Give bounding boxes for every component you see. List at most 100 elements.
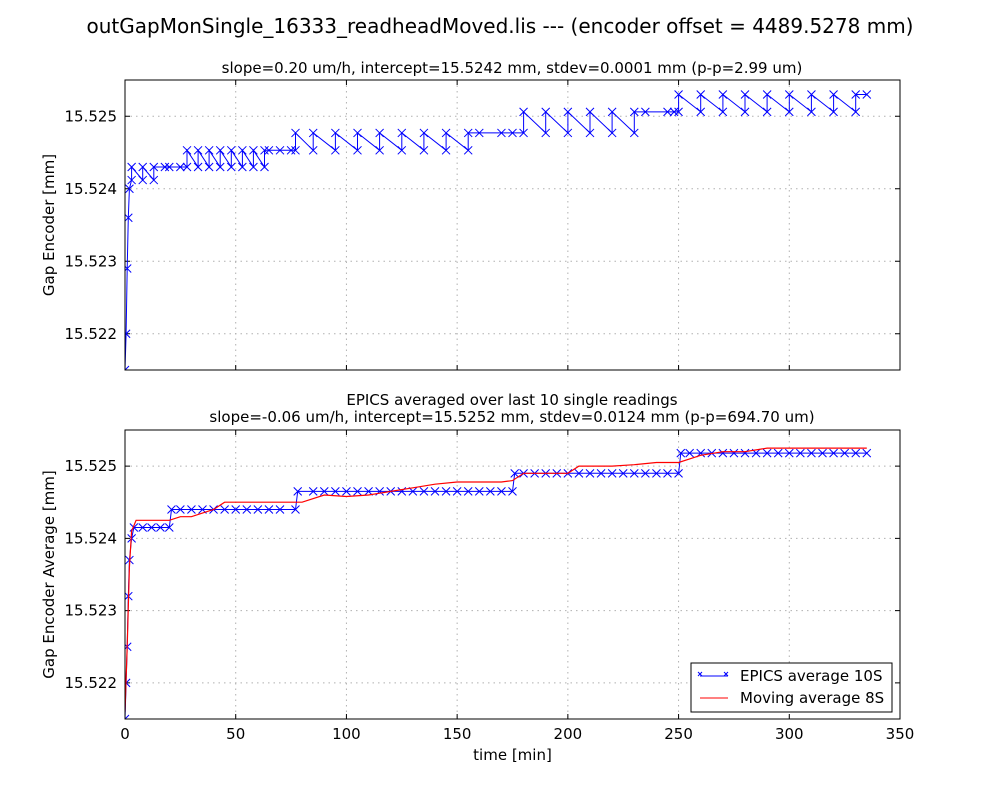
data-point-marker — [286, 145, 296, 155]
data-point-marker — [541, 128, 551, 138]
data-point-marker — [607, 128, 617, 138]
data-point-marker — [147, 523, 156, 532]
data-point-marker — [125, 264, 132, 273]
data-point-marker — [718, 107, 728, 117]
data-point-marker — [829, 448, 838, 458]
legend-label-epics: EPICS average 10S — [740, 667, 883, 685]
data-point-marker — [127, 175, 136, 185]
data-point-marker — [441, 487, 451, 496]
x-tick-label: 50 — [226, 725, 245, 743]
data-point-marker — [419, 128, 429, 138]
data-point-marker — [430, 487, 440, 496]
data-point-marker — [696, 107, 706, 117]
data-point-marker — [851, 107, 861, 117]
data-point-marker — [260, 162, 269, 172]
data-point-marker — [129, 523, 139, 532]
data-point-marker — [419, 145, 429, 155]
data-point-marker — [807, 107, 816, 117]
x-tick-label: 200 — [554, 725, 583, 743]
data-point-marker — [419, 487, 429, 496]
data-point-marker — [375, 145, 384, 155]
data-point-marker — [375, 128, 384, 138]
data-point-marker — [829, 107, 838, 117]
data-point-marker — [676, 448, 686, 458]
data-point-marker — [796, 448, 805, 458]
x-tick-label: 300 — [775, 725, 804, 743]
data-point-marker — [641, 468, 650, 478]
data-point-marker — [164, 162, 174, 172]
legend: EPICS average 10S Moving average 8S — [690, 662, 893, 713]
data-point-marker — [486, 487, 495, 496]
data-point-marker — [629, 128, 639, 138]
data-point-marker — [851, 90, 861, 99]
legend-marker-x — [697, 671, 729, 677]
data-point-marker — [397, 145, 407, 155]
data-point-marker — [784, 90, 794, 99]
data-point-marker — [669, 107, 679, 117]
data-point-marker — [618, 468, 628, 478]
data-point-marker — [740, 448, 750, 458]
data-point-marker — [508, 128, 517, 138]
x-tick-label: 150 — [443, 725, 472, 743]
y-tick-label: 15.522 — [65, 325, 118, 343]
figure-title: outGapMonSingle_16333_readheadMoved.lis … — [87, 14, 914, 38]
x-tick-label: 250 — [664, 725, 693, 743]
data-point-marker — [308, 145, 318, 155]
data-point-marker — [242, 505, 252, 514]
data-point-marker — [441, 128, 451, 138]
data-point-marker — [160, 162, 170, 172]
bottom-plot-subtitle: slope=-0.06 um/h, intercept=15.5252 mm, … — [209, 408, 814, 426]
data-point-marker — [574, 468, 584, 478]
data-point-marker — [238, 145, 247, 155]
data-point-marker — [291, 145, 300, 155]
data-point-marker — [226, 145, 236, 155]
data-point-marker — [125, 365, 130, 370]
data-point-marker — [652, 468, 661, 478]
data-point-marker — [125, 714, 130, 719]
data-point-marker — [773, 448, 783, 458]
legend-label-moving: Moving average 8S — [740, 689, 884, 707]
data-point-marker — [220, 505, 229, 514]
data-point-marker — [187, 505, 196, 514]
data-point-marker — [585, 107, 595, 117]
bottom-plot-title: EPICS averaged over last 10 single readi… — [346, 391, 677, 409]
data-point-marker — [674, 107, 683, 117]
data-point-marker — [508, 487, 517, 496]
data-point-marker — [510, 468, 520, 478]
data-point-marker — [452, 487, 462, 496]
data-point-marker — [238, 162, 247, 172]
data-point-marker — [629, 107, 639, 117]
data-point-marker — [331, 145, 340, 155]
data-point-marker — [226, 162, 236, 172]
top-axes: 15.522 15.523 15.524 15.525 Gap Encoder [mm] — [40, 79, 901, 371]
data-point-marker — [585, 468, 595, 478]
data-point-marker — [463, 487, 473, 496]
data-point-marker — [840, 448, 849, 458]
axes-frame — [124, 79, 901, 371]
data-point-marker — [249, 145, 258, 155]
data-point-marker — [167, 505, 176, 514]
data-point-marker — [138, 162, 148, 172]
data-point-marker — [193, 145, 203, 155]
data-point-marker — [215, 162, 225, 172]
data-point-marker — [696, 90, 706, 99]
data-point-marker — [607, 107, 617, 117]
data-point-marker — [740, 90, 750, 99]
y-tick-label: 15.524 — [65, 529, 118, 547]
data-point-marker — [182, 162, 192, 172]
data-point-marker — [138, 175, 148, 185]
x-tick-label: 100 — [332, 725, 361, 743]
data-point-marker — [264, 145, 274, 155]
data-point-marker — [441, 145, 451, 155]
data-point-marker — [807, 90, 816, 99]
data-point-marker — [519, 128, 528, 138]
x-axis-label: time [min] — [473, 746, 552, 764]
data-point-marker — [807, 448, 816, 458]
data-point-marker — [685, 448, 694, 458]
y-tick-label: 15.523 — [65, 252, 118, 270]
top-plot-title: slope=0.20 um/h, intercept=15.5242 mm, s… — [222, 59, 803, 77]
data-point-marker — [331, 487, 340, 496]
data-point-marker — [762, 107, 772, 117]
data-point-marker — [176, 162, 185, 172]
